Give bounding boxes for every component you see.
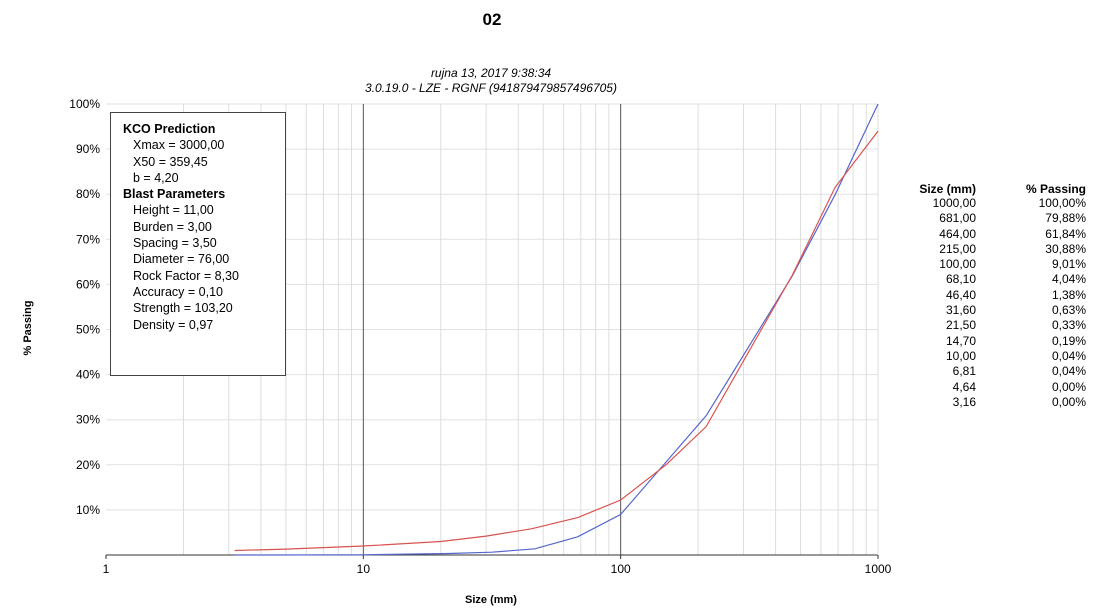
passing-cell: 79,88%: [1045, 211, 1086, 226]
table-row: 21,50 0,33%: [896, 318, 1086, 333]
passing-cell: 61,84%: [1045, 226, 1086, 241]
size-cell: 68,10: [945, 272, 976, 287]
size-cell: 4,64: [952, 379, 976, 394]
table-row: 10,00 0,04%: [896, 349, 1086, 364]
rock-factor-value: Rock Factor = 8,30: [133, 268, 239, 283]
passing-cell: 4,04%: [1051, 272, 1086, 287]
accuracy-value: Accuracy = 0,10: [133, 284, 223, 299]
table-row: 31,60 0,63%: [896, 303, 1086, 318]
strength-value: Strength = 103,20: [133, 301, 233, 316]
passing-cell: 100,00%: [1038, 196, 1086, 210]
height-value: Height = 11,00: [133, 203, 214, 218]
size-cell: 14,70: [945, 333, 976, 348]
x-tick-labels: 1 10 100 1000: [103, 562, 892, 576]
size-cell: 21,50: [945, 318, 976, 333]
size-cell: 1000,00: [932, 196, 976, 210]
size-cell: 100,00: [939, 257, 976, 272]
y-tick-label: 90%: [76, 142, 100, 156]
y-tick-label: 10%: [76, 503, 100, 517]
passing-cell: 30,88%: [1045, 241, 1086, 256]
passing-cell: 0,00%: [1051, 379, 1086, 394]
y-tick-label: 30%: [76, 413, 100, 427]
table-row: 215,00 30,88%: [896, 242, 1086, 257]
x-tick-label: 1: [103, 562, 110, 576]
series-lines: [234, 103, 879, 556]
passing-table: Size (mm) % Passing 1000,00 100,00% 681,00…: [896, 182, 1086, 410]
y-tick-labels: 10% 20% 30% 40% 50% 60% 70% 80% 90% 100%: [69, 97, 100, 517]
y-tick-label: 40%: [76, 368, 100, 382]
table-row: 6,81 0,04%: [896, 364, 1086, 379]
series-line-passing: [234, 103, 879, 556]
y-tick-label: 100%: [69, 97, 100, 111]
x-tick-label: 10: [357, 562, 371, 576]
kco-prediction-heading: KCO Prediction: [123, 122, 216, 136]
b-value: b = 4,20: [133, 170, 179, 185]
passing-cell: 0,63%: [1051, 303, 1086, 318]
table-row: 3,16 0,00%: [896, 395, 1086, 410]
diameter-value: Diameter = 76,00: [133, 252, 230, 267]
table-row: 464,00 61,84%: [896, 227, 1086, 242]
passing-cell: 0,00%: [1051, 394, 1086, 409]
passing-column-header: % Passing: [1025, 182, 1086, 196]
x-tick-label: 100: [611, 562, 631, 576]
xmax-value: Xmax = 3000,00: [133, 138, 225, 153]
size-cell: 6,81: [952, 364, 976, 379]
passing-cell: 1,38%: [1051, 287, 1086, 302]
table-row: 100,00 9,01%: [896, 257, 1086, 272]
chart-title: 02: [482, 10, 502, 29]
x-axis-label: Size (mm): [465, 594, 517, 606]
table-row: 14,70 0,19%: [896, 334, 1086, 349]
size-column-header: Size (mm): [919, 182, 976, 196]
y-tick-label: 50%: [76, 323, 100, 337]
x50-value: X50 = 359,45: [133, 154, 208, 169]
kco-info-box: KCO Prediction Xmax = 3000,00 X50 = 359,…: [110, 112, 286, 376]
size-cell: 10,00: [945, 348, 976, 363]
table-row: 1000,00 100,00%: [896, 196, 1086, 211]
x-tick-label: 1000: [865, 562, 892, 576]
burden-value: Burden = 3,00: [133, 219, 212, 234]
y-tick-label: 70%: [76, 232, 100, 246]
spacing-value: Spacing = 3,50: [133, 236, 217, 251]
passing-cell: 0,33%: [1051, 318, 1086, 333]
density-value: Density = 0,97: [133, 317, 214, 332]
y-axis-label: % Passing: [22, 300, 34, 356]
table-row: 4,64 0,00%: [896, 380, 1086, 395]
passing-cell: 0,19%: [1051, 333, 1086, 348]
table-row: 681,00 79,88%: [896, 211, 1086, 226]
size-cell: 31,60: [945, 303, 976, 318]
chart-subtitle-date: rujna 13, 2017 9:38:34: [430, 66, 552, 80]
passing-cell: 0,04%: [1051, 348, 1086, 363]
size-cell: 46,40: [945, 287, 976, 302]
chart-subtitle-version: 3.0.19.0 - LZE - RGNF (94187947985749670…: [365, 81, 617, 95]
table-row: 68,10 4,04%: [896, 272, 1086, 287]
y-tick-label: 80%: [76, 187, 100, 201]
series-line-prediction: [234, 130, 879, 552]
passing-cell: 9,01%: [1051, 257, 1086, 272]
y-tick-label: 20%: [76, 458, 100, 472]
size-cell: 215,00: [939, 241, 976, 256]
y-tick-label: 60%: [76, 277, 100, 291]
passing-cell: 0,04%: [1051, 364, 1086, 379]
size-cell: 3,16: [952, 394, 976, 409]
size-cell: 681,00: [939, 211, 976, 226]
size-cell: 464,00: [939, 226, 976, 241]
table-row: 46,40 1,38%: [896, 288, 1086, 303]
blast-parameters-heading: Blast Parameters: [123, 187, 226, 202]
